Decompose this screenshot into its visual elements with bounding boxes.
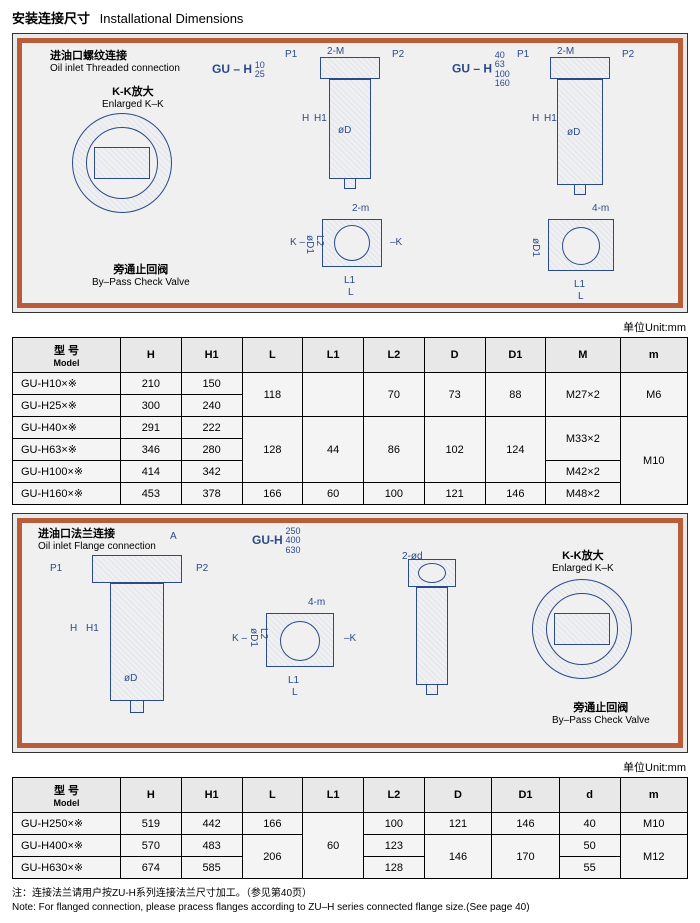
table-row: GU-H250×※ 519442 166 60 100 121 146 40 M… <box>13 813 688 835</box>
flange-body-2 <box>416 587 448 685</box>
table-row: GU-H160×※ 453378 166 60 100 121 146 M48×… <box>13 483 688 505</box>
table-row: GU-H40×※ 291222 128 44 86 102 124 M33×2 … <box>13 417 688 439</box>
table-header-row: 型 号Model HH1LL1L2DD1dm <box>13 778 688 813</box>
page-title-cn: 安装连接尺寸 <box>12 11 90 26</box>
panel2-heading: 进油口法兰连接 Oil inlet Flange connection <box>38 525 156 552</box>
table-row: GU-H10×※ 210150 118 70 73 88 M27×2 M6 <box>13 373 688 395</box>
series-right: GU – H 40 63 100 160 <box>452 51 510 89</box>
table-header-row: 型 号Model HH1LL1L2DD1Mm <box>13 338 688 373</box>
footnote: 注：连接法兰请用户按ZU-H系列连接法兰尺寸加工。（参见第40页） Note: … <box>12 887 688 915</box>
bypass-label-2: 旁通止回阀 By–Pass Check Valve <box>552 699 650 726</box>
panel-threaded: 进油口螺纹连接 Oil inlet Threaded connection GU… <box>12 33 688 313</box>
page-title-en: Installational Dimensions <box>100 11 244 26</box>
panel-flanged: 进油口法兰连接 Oil inlet Flange connection GU-H… <box>12 513 688 753</box>
series-left: GU – H 10 25 <box>212 61 265 80</box>
flange-head <box>92 555 182 583</box>
spec-table-2: 型 号Model HH1LL1L2DD1dm GU-H250×※ 519442 … <box>12 777 688 879</box>
filter2-head <box>550 57 610 79</box>
bypass-label: 旁通止回阀 By–Pass Check Valve <box>92 261 190 288</box>
enlarged-kk-label: K-K放大 Enlarged K–K <box>102 83 164 110</box>
unit-label-1: 单位Unit:mm <box>12 319 686 335</box>
page-title: 安装连接尺寸 Installational Dimensions <box>12 8 688 27</box>
series-flange: GU-H 250 400 630 <box>252 527 300 555</box>
spec-table-1: 型 号Model HH1LL1L2DD1Mm GU-H10×※ 210150 1… <box>12 337 688 505</box>
unit-label-2: 单位Unit:mm <box>12 759 686 775</box>
filter1-head <box>320 57 380 79</box>
panel1-heading: 进油口螺纹连接 Oil inlet Threaded connection <box>50 47 180 74</box>
enlarged-kk-label-2: K-K放大 Enlarged K–K <box>552 547 614 574</box>
